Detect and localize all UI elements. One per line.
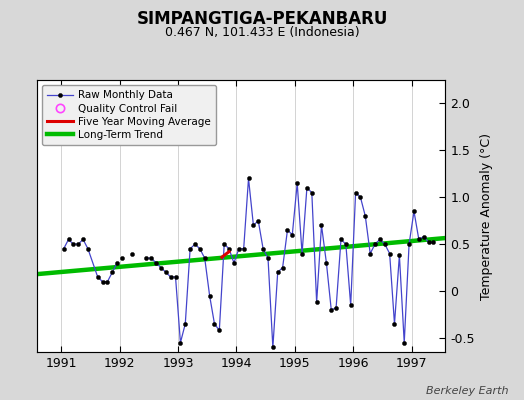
Raw Monthly Data xyxy=(401,340,407,345)
Five Year Moving Average xyxy=(226,249,232,254)
Raw Monthly Data xyxy=(60,246,67,251)
Text: Berkeley Earth: Berkeley Earth xyxy=(426,386,508,396)
Raw Monthly Data xyxy=(387,251,393,256)
Raw Monthly Data xyxy=(430,240,436,245)
Raw Monthly Data xyxy=(377,237,383,242)
Text: 0.467 N, 101.433 E (Indonesia): 0.467 N, 101.433 E (Indonesia) xyxy=(165,26,359,39)
Line: Raw Monthly Data: Raw Monthly Data xyxy=(62,176,435,349)
Legend: Raw Monthly Data, Quality Control Fail, Five Year Moving Average, Long-Term Tren: Raw Monthly Data, Quality Control Fail, … xyxy=(42,85,216,145)
Five Year Moving Average xyxy=(219,255,225,260)
Line: Five Year Moving Average: Five Year Moving Average xyxy=(222,252,229,257)
Raw Monthly Data xyxy=(202,256,208,261)
Raw Monthly Data xyxy=(260,246,266,251)
Y-axis label: Temperature Anomaly (°C): Temperature Anomaly (°C) xyxy=(481,132,493,300)
Raw Monthly Data xyxy=(162,270,169,275)
Text: SIMPANGTIGA-PEKANBARU: SIMPANGTIGA-PEKANBARU xyxy=(136,10,388,28)
